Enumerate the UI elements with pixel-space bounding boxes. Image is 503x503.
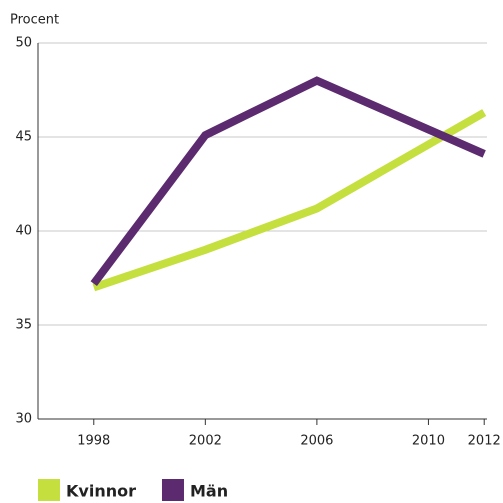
- x-tick-label: 2012: [468, 434, 501, 449]
- x-tick-label: 1998: [77, 434, 110, 449]
- y-tick-label: 45: [15, 130, 32, 145]
- y-tick-label: 40: [15, 224, 32, 239]
- series-line: [90, 76, 486, 287]
- legend-swatch: [38, 479, 60, 501]
- legend-label: Män: [190, 482, 228, 501]
- legend-swatch: [161, 479, 184, 501]
- legend-label: Kvinnor: [66, 482, 136, 501]
- y-tick-label: 35: [15, 318, 32, 333]
- y-tick-label: 50: [15, 36, 32, 51]
- y-axis-label: Procent: [10, 13, 59, 28]
- x-tick-label: 2002: [189, 434, 222, 449]
- x-tick-label: 2006: [300, 434, 333, 449]
- x-tick-label: 2010: [412, 434, 445, 449]
- y-tick-label: 30: [15, 412, 32, 427]
- series-line: [92, 109, 487, 292]
